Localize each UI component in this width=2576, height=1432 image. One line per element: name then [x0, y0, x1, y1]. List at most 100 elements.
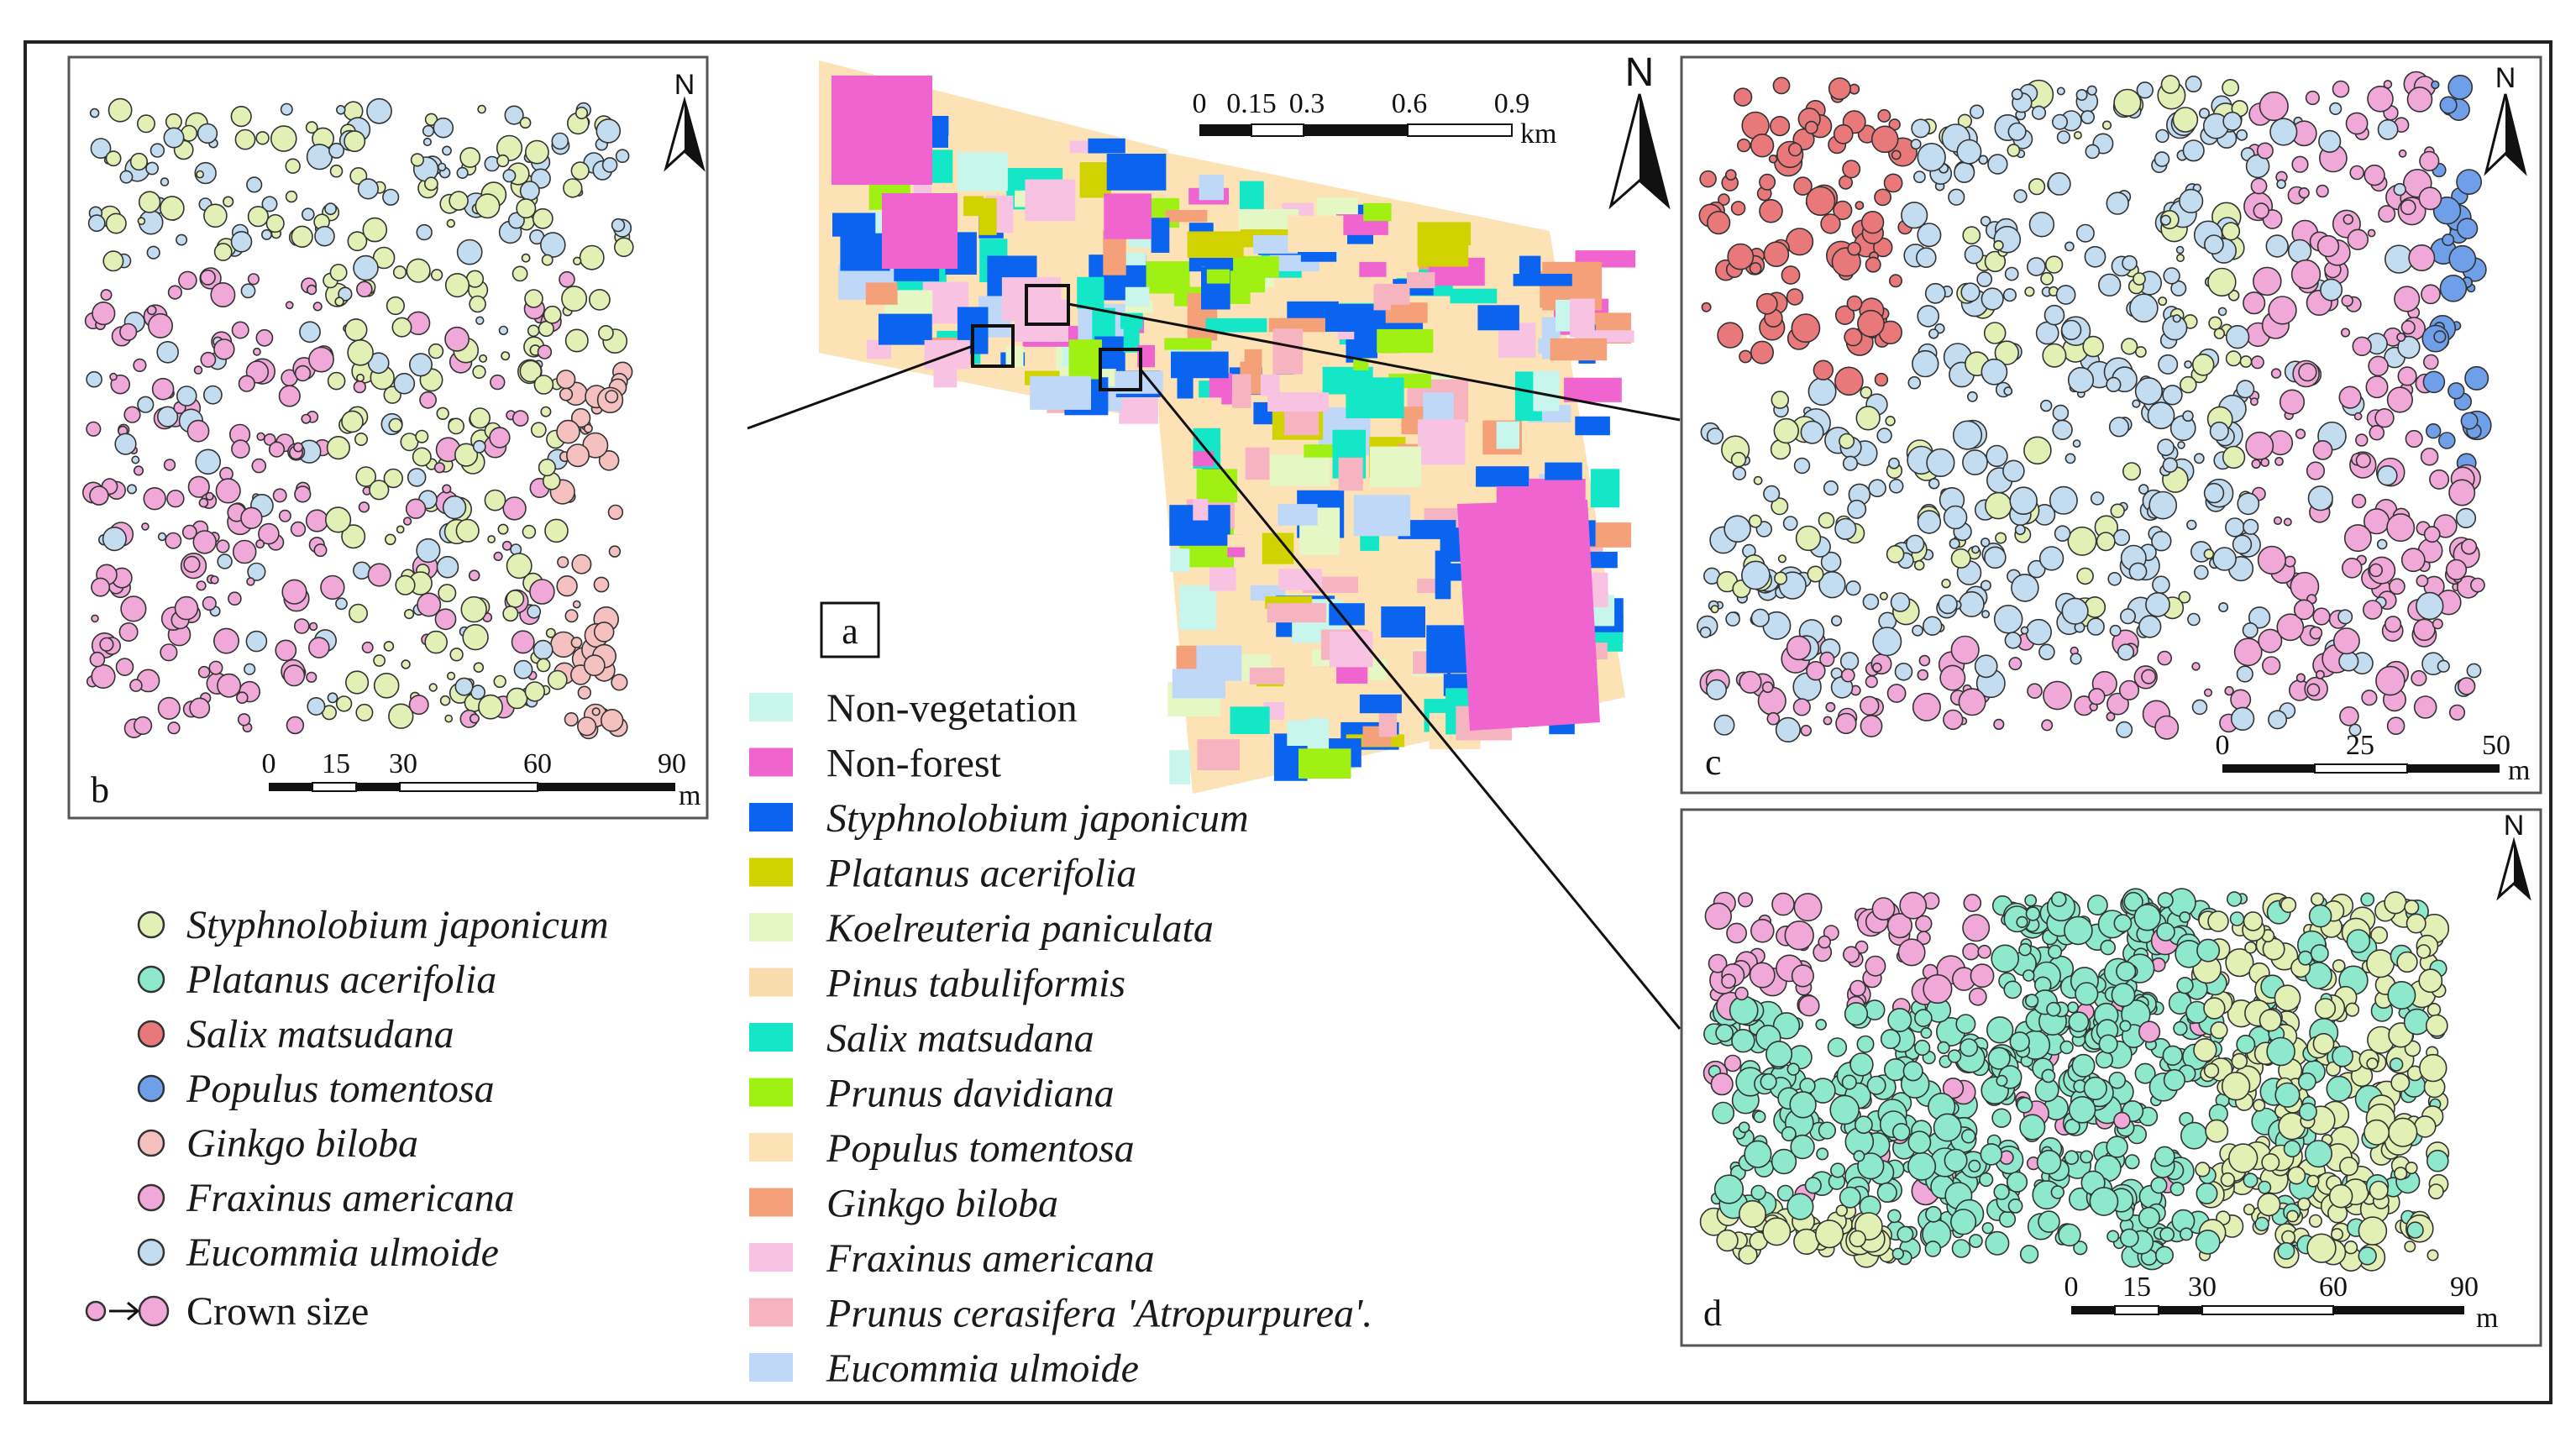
tree-crown	[2268, 710, 2288, 730]
tree-crown	[1914, 1039, 1931, 1057]
tree-crown	[2376, 538, 2388, 550]
tree-crown	[1891, 1123, 1911, 1141]
tree-crown	[404, 608, 415, 620]
tree-crown	[2431, 80, 2440, 90]
tree-crown	[240, 283, 256, 299]
map-patch	[1450, 288, 1498, 304]
tree-crown	[200, 269, 216, 286]
tree-crown	[2316, 184, 2329, 198]
tree-crown	[2150, 1177, 2168, 1194]
tree-crown	[2426, 1002, 2442, 1017]
tree-crown	[2134, 377, 2163, 406]
tree-crown	[2024, 894, 2038, 907]
map-patch	[1417, 419, 1466, 465]
tree-crown	[2408, 244, 2436, 271]
tree-crown	[1966, 391, 1978, 402]
tree-crown	[301, 413, 312, 424]
tree-crown	[2273, 516, 2283, 526]
tree-crown	[268, 441, 286, 458]
tree-crown	[2159, 1226, 2175, 1242]
tree-crown	[1912, 349, 1939, 378]
tree-crown	[2426, 1149, 2449, 1172]
tree-crown	[1947, 1049, 1962, 1063]
tree-crown	[1847, 499, 1867, 519]
tree-crown	[2108, 417, 2130, 438]
tree-crown	[2112, 528, 2131, 547]
tree-crown	[137, 217, 146, 226]
tree-crown	[2406, 1221, 2424, 1239]
map-patch	[1245, 447, 1270, 480]
tree-crown	[2113, 914, 2133, 933]
tree-crown	[1926, 448, 1955, 478]
tree-crown	[1970, 104, 1985, 119]
tree-crown	[1748, 514, 1762, 528]
tree-crown	[1950, 635, 1980, 664]
tree-crown	[2445, 559, 2468, 580]
tree-crown	[129, 152, 148, 171]
tree-crown	[92, 302, 116, 326]
tree-crown	[2106, 692, 2129, 716]
tree-crown	[2119, 1228, 2139, 1248]
map-patch	[1199, 175, 1224, 201]
map-patch	[1169, 750, 1191, 784]
tree-crown	[133, 465, 144, 476]
tree-crown	[369, 480, 390, 501]
tree-crown	[1870, 125, 1899, 154]
tree-crown	[329, 164, 344, 178]
tree-crown	[2155, 129, 2169, 144]
tree-crown	[285, 301, 294, 310]
tree-crown	[265, 213, 285, 233]
tree-crown	[2003, 386, 2013, 396]
tree-crown	[1775, 716, 1801, 743]
tree-crown	[2460, 412, 2479, 430]
tree-crown	[2014, 524, 2026, 536]
tree-crown	[2185, 76, 2202, 93]
crown-size-arrow-head	[127, 1301, 140, 1321]
tree-crown	[2328, 1183, 2353, 1209]
tree-crown	[1949, 538, 1960, 549]
tree-crown	[1717, 322, 1744, 349]
tree-crown	[2297, 950, 2313, 966]
tree-crown	[1994, 340, 2020, 365]
scale-tick: 0	[2216, 730, 2230, 761]
tree-crown	[2129, 293, 2159, 323]
map-patch	[1173, 397, 1222, 420]
crown-size-large-icon	[138, 1295, 170, 1327]
tree-crown	[1891, 149, 1902, 160]
tree-crown	[1993, 718, 2005, 731]
tree-crown	[2243, 1204, 2255, 1215]
tree-crown	[2423, 526, 2441, 543]
tree-crown	[556, 370, 576, 390]
tree-crown	[2220, 1172, 2236, 1188]
tree-crown	[2038, 546, 2064, 571]
tree-crown	[1701, 302, 1712, 312]
class-swatch-icon	[749, 1298, 793, 1327]
tree-crown	[2297, 1072, 2316, 1091]
tree-crown	[1911, 118, 1931, 139]
tree-crown	[2061, 597, 2089, 625]
tree-crown	[2469, 577, 2485, 593]
tree-crown	[502, 496, 527, 521]
tree-crown	[533, 375, 554, 395]
tree-crown	[422, 137, 433, 147]
tree-crown	[347, 338, 374, 366]
tree-crown	[299, 321, 321, 344]
tree-crown	[2406, 87, 2433, 113]
tree-crown	[541, 254, 553, 266]
map-patch	[1513, 274, 1572, 286]
tree-crown	[210, 281, 236, 307]
tree-crown	[2353, 412, 2363, 421]
tree-crown	[2180, 1227, 2194, 1241]
tree-crown	[512, 410, 529, 427]
tree-crown	[479, 354, 488, 363]
tree-crown	[2397, 366, 2417, 386]
tree-crown	[2134, 346, 2147, 358]
tree-crown	[1823, 480, 1839, 496]
tree-crown	[210, 575, 219, 585]
tree-crown	[2423, 354, 2439, 370]
tree-crown	[472, 365, 486, 379]
tree-crown	[1913, 559, 1925, 571]
tree-crown	[2119, 1020, 2132, 1032]
tree-crown	[2421, 284, 2441, 305]
tree-crown	[189, 697, 211, 719]
